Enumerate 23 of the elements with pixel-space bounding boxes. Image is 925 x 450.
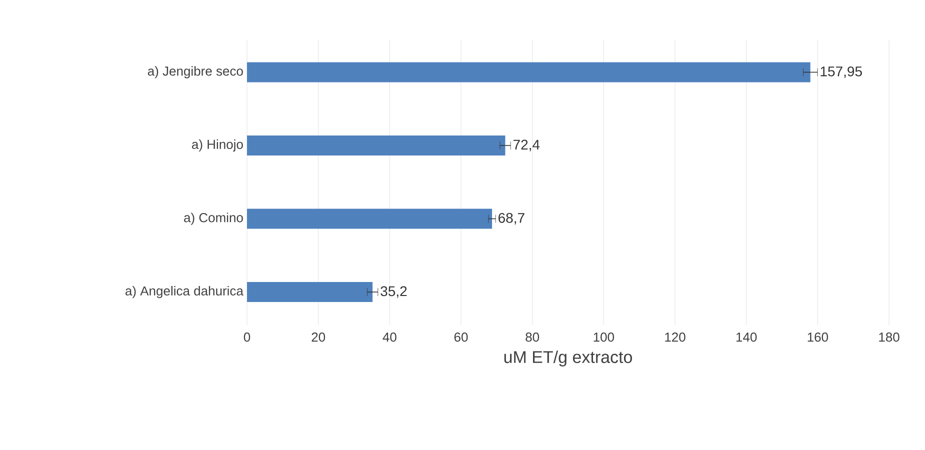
x-tick-label: 40 <box>382 332 396 342</box>
x-tick-label: 120 <box>665 332 686 342</box>
y-tick-label: a) Hinojo <box>192 139 243 152</box>
data-label: 35,2 <box>380 286 407 298</box>
x-tick-label: 80 <box>526 332 540 342</box>
x-tick-label: 180 <box>879 332 900 342</box>
x-tick-label: 60 <box>454 332 468 342</box>
x-tick-label: 100 <box>594 332 614 342</box>
data-label: 157,95 <box>820 66 862 78</box>
y-tick-label: a) Comino <box>184 212 243 225</box>
x-tick-label: 20 <box>312 332 326 342</box>
bar <box>247 62 810 82</box>
data-label: 72,4 <box>514 140 540 152</box>
x-axis-title: uM ET/g extracto <box>504 350 632 366</box>
y-tick-label: a) Angelica dahurica <box>126 286 244 298</box>
x-tick-label: 0 <box>244 332 250 342</box>
y-tick-label: a) Jengibre seco <box>148 66 243 78</box>
bar <box>247 282 373 302</box>
x-tick-label: 160 <box>808 332 828 342</box>
x-tick-label: 140 <box>736 332 757 342</box>
data-label: 68,7 <box>498 212 524 225</box>
bar <box>247 136 506 156</box>
bar <box>247 208 492 229</box>
